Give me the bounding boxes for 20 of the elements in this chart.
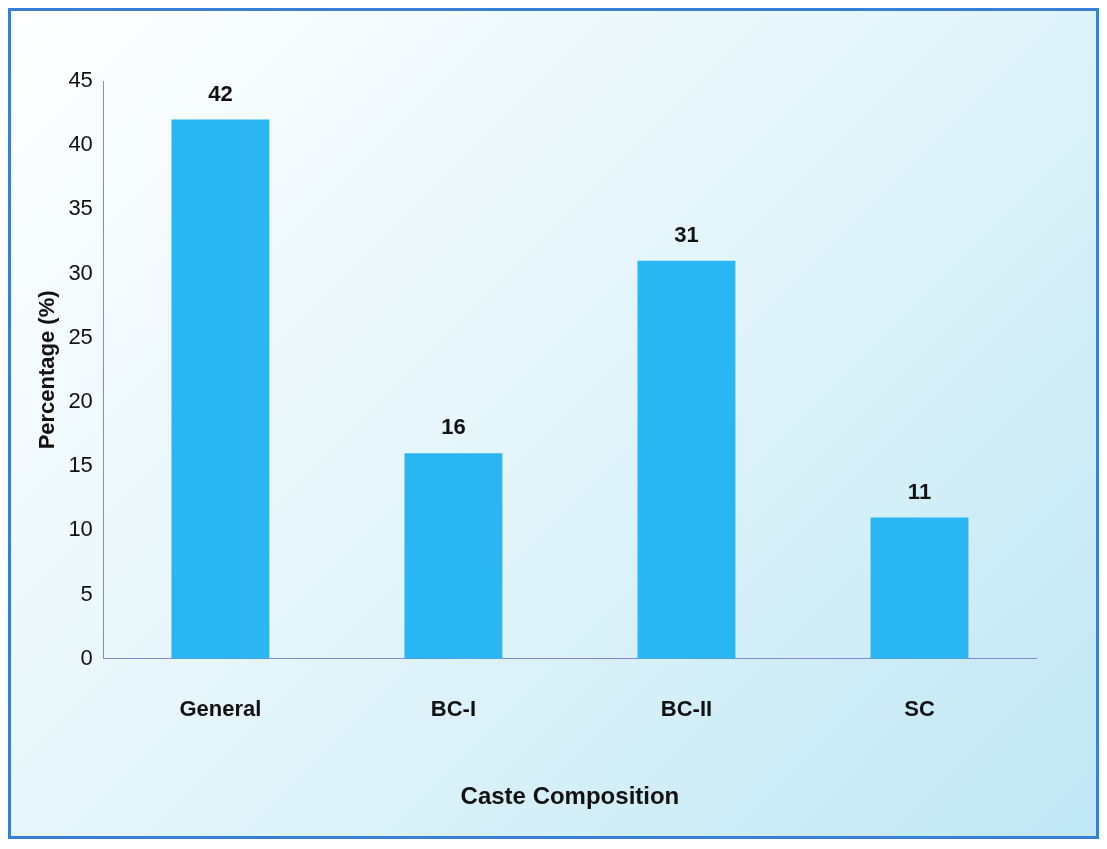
y-tick-label: 20 bbox=[68, 388, 93, 414]
x-tick-label: BC-II bbox=[660, 696, 713, 722]
x-tick-label: BC-I bbox=[430, 696, 477, 722]
y-tick-label: 0 bbox=[80, 644, 93, 670]
y-tick-label: 5 bbox=[80, 580, 93, 606]
data-label: 42 bbox=[208, 80, 233, 106]
data-label: 16 bbox=[441, 414, 466, 440]
data-label: 31 bbox=[674, 221, 699, 247]
y-axis-title: Percentage (%) bbox=[34, 290, 60, 450]
y-tick-label: 35 bbox=[68, 195, 93, 221]
y-tick-label: 45 bbox=[68, 67, 93, 93]
y-tick-label: 30 bbox=[68, 259, 93, 285]
y-tick-label: 40 bbox=[68, 131, 93, 157]
data-label: 11 bbox=[907, 478, 932, 504]
x-tick-label: SC bbox=[904, 696, 935, 722]
y-tick-label: 10 bbox=[68, 516, 93, 542]
x-tick-label: General bbox=[179, 696, 262, 722]
x-axis-title: Caste Composition bbox=[460, 782, 680, 810]
y-tick-label: 15 bbox=[68, 452, 93, 478]
y-tick-label: 25 bbox=[68, 323, 93, 349]
